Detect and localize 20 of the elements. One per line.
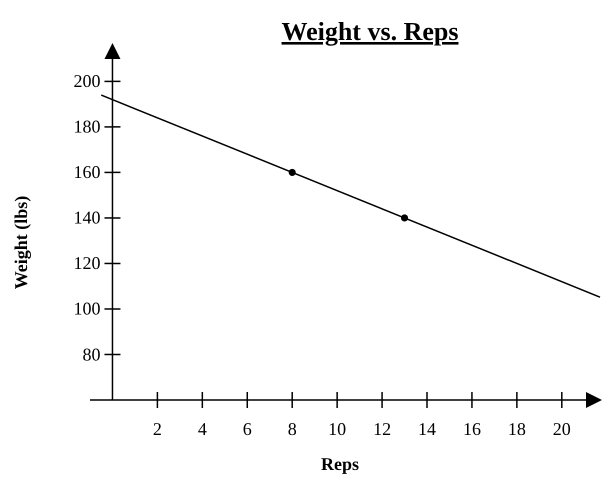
x-axis-title: Reps xyxy=(320,454,360,474)
x-tick-label: 2 xyxy=(152,418,162,439)
x-tick-label: 6 xyxy=(242,418,252,439)
x-tick-label: 14 xyxy=(418,418,436,439)
x-tick-label: 18 xyxy=(508,418,526,439)
chart-title: Weight vs. Reps xyxy=(282,17,458,46)
x-tick-label: 20 xyxy=(552,418,571,439)
x-tick-label: 16 xyxy=(462,418,481,439)
x-tick-label: 12 xyxy=(373,418,392,439)
x-tick-label: 10 xyxy=(328,418,346,439)
x-tick-label: 8 xyxy=(288,418,297,439)
y-tick-label: 100 xyxy=(73,298,100,319)
y-axis-title: Weight (lbs) xyxy=(11,196,31,290)
y-tick-label: 160 xyxy=(73,162,100,182)
y-tick-label: 180 xyxy=(73,116,100,137)
y-tick-label: 140 xyxy=(73,208,100,228)
y-tick-label: 120 xyxy=(73,253,100,274)
y-tick-label: 80 xyxy=(82,344,100,364)
y-tick-label: 200 xyxy=(73,71,100,92)
x-tick-label: 4 xyxy=(198,418,207,439)
